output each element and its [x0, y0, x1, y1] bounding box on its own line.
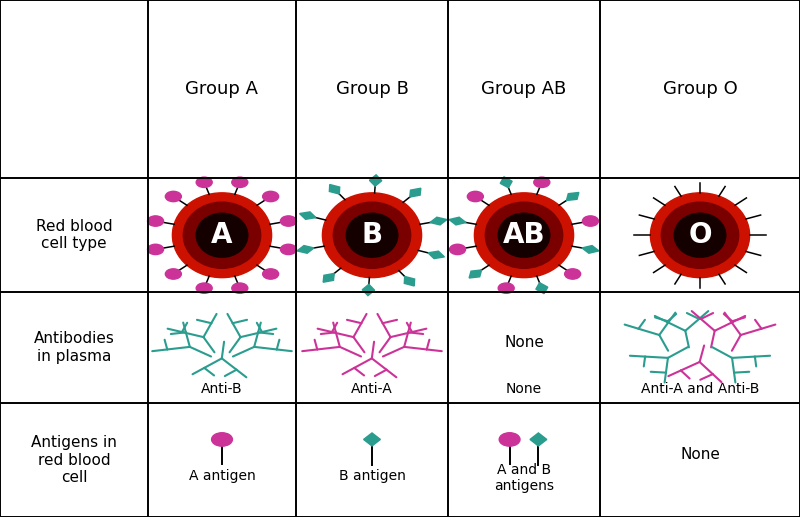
Circle shape — [582, 216, 598, 226]
Polygon shape — [330, 185, 340, 194]
Polygon shape — [363, 433, 381, 446]
Circle shape — [281, 244, 297, 254]
Text: Anti-A: Anti-A — [351, 382, 393, 396]
Polygon shape — [428, 251, 445, 258]
Ellipse shape — [322, 193, 422, 278]
Ellipse shape — [662, 202, 738, 268]
Circle shape — [166, 191, 182, 202]
Polygon shape — [530, 433, 547, 446]
Circle shape — [262, 191, 278, 202]
Polygon shape — [297, 246, 314, 253]
Circle shape — [232, 177, 248, 188]
Circle shape — [499, 433, 520, 446]
Circle shape — [211, 433, 232, 446]
Polygon shape — [500, 177, 512, 188]
Text: Antigens in
red blood
cell: Antigens in red blood cell — [31, 435, 117, 485]
Circle shape — [450, 244, 466, 254]
Text: O: O — [688, 221, 712, 249]
Text: AB: AB — [502, 221, 546, 249]
Ellipse shape — [346, 213, 398, 257]
Circle shape — [196, 177, 212, 188]
Polygon shape — [404, 277, 414, 286]
Text: B antigen: B antigen — [338, 468, 406, 483]
Text: None: None — [506, 382, 542, 396]
Polygon shape — [430, 217, 447, 225]
Ellipse shape — [650, 193, 750, 278]
Polygon shape — [566, 192, 579, 201]
Circle shape — [147, 244, 163, 254]
Polygon shape — [536, 283, 548, 294]
Polygon shape — [469, 270, 482, 278]
Ellipse shape — [498, 213, 550, 257]
Circle shape — [166, 269, 182, 279]
Polygon shape — [410, 188, 421, 197]
Circle shape — [196, 283, 212, 293]
Text: A: A — [211, 221, 233, 249]
Polygon shape — [370, 175, 382, 186]
Text: None: None — [504, 335, 544, 350]
Text: Group A: Group A — [186, 80, 258, 98]
Text: None: None — [680, 447, 720, 463]
Circle shape — [232, 283, 248, 293]
Polygon shape — [323, 273, 334, 282]
Circle shape — [467, 191, 483, 202]
Polygon shape — [362, 284, 374, 296]
Ellipse shape — [183, 202, 261, 268]
Polygon shape — [299, 212, 316, 219]
Text: Group B: Group B — [335, 80, 409, 98]
Text: Antibodies
in plasma: Antibodies in plasma — [34, 331, 114, 364]
Text: A and B
antigens: A and B antigens — [494, 463, 554, 493]
Ellipse shape — [172, 193, 271, 278]
Circle shape — [498, 283, 514, 293]
Ellipse shape — [196, 213, 248, 257]
Text: Anti-A and Anti-B: Anti-A and Anti-B — [641, 382, 759, 396]
Polygon shape — [449, 217, 466, 225]
Ellipse shape — [674, 213, 726, 257]
Circle shape — [534, 177, 550, 188]
Circle shape — [565, 269, 581, 279]
Text: Red blood
cell type: Red blood cell type — [36, 219, 112, 251]
Circle shape — [281, 216, 297, 226]
Text: Anti-B: Anti-B — [201, 382, 243, 396]
Ellipse shape — [334, 202, 410, 268]
Text: A antigen: A antigen — [189, 468, 255, 483]
Text: Group O: Group O — [662, 80, 738, 98]
Circle shape — [262, 269, 278, 279]
Text: Group AB: Group AB — [482, 80, 566, 98]
Ellipse shape — [486, 202, 562, 268]
Circle shape — [147, 216, 163, 226]
Ellipse shape — [474, 193, 574, 278]
Polygon shape — [582, 246, 599, 253]
Text: B: B — [362, 221, 382, 249]
